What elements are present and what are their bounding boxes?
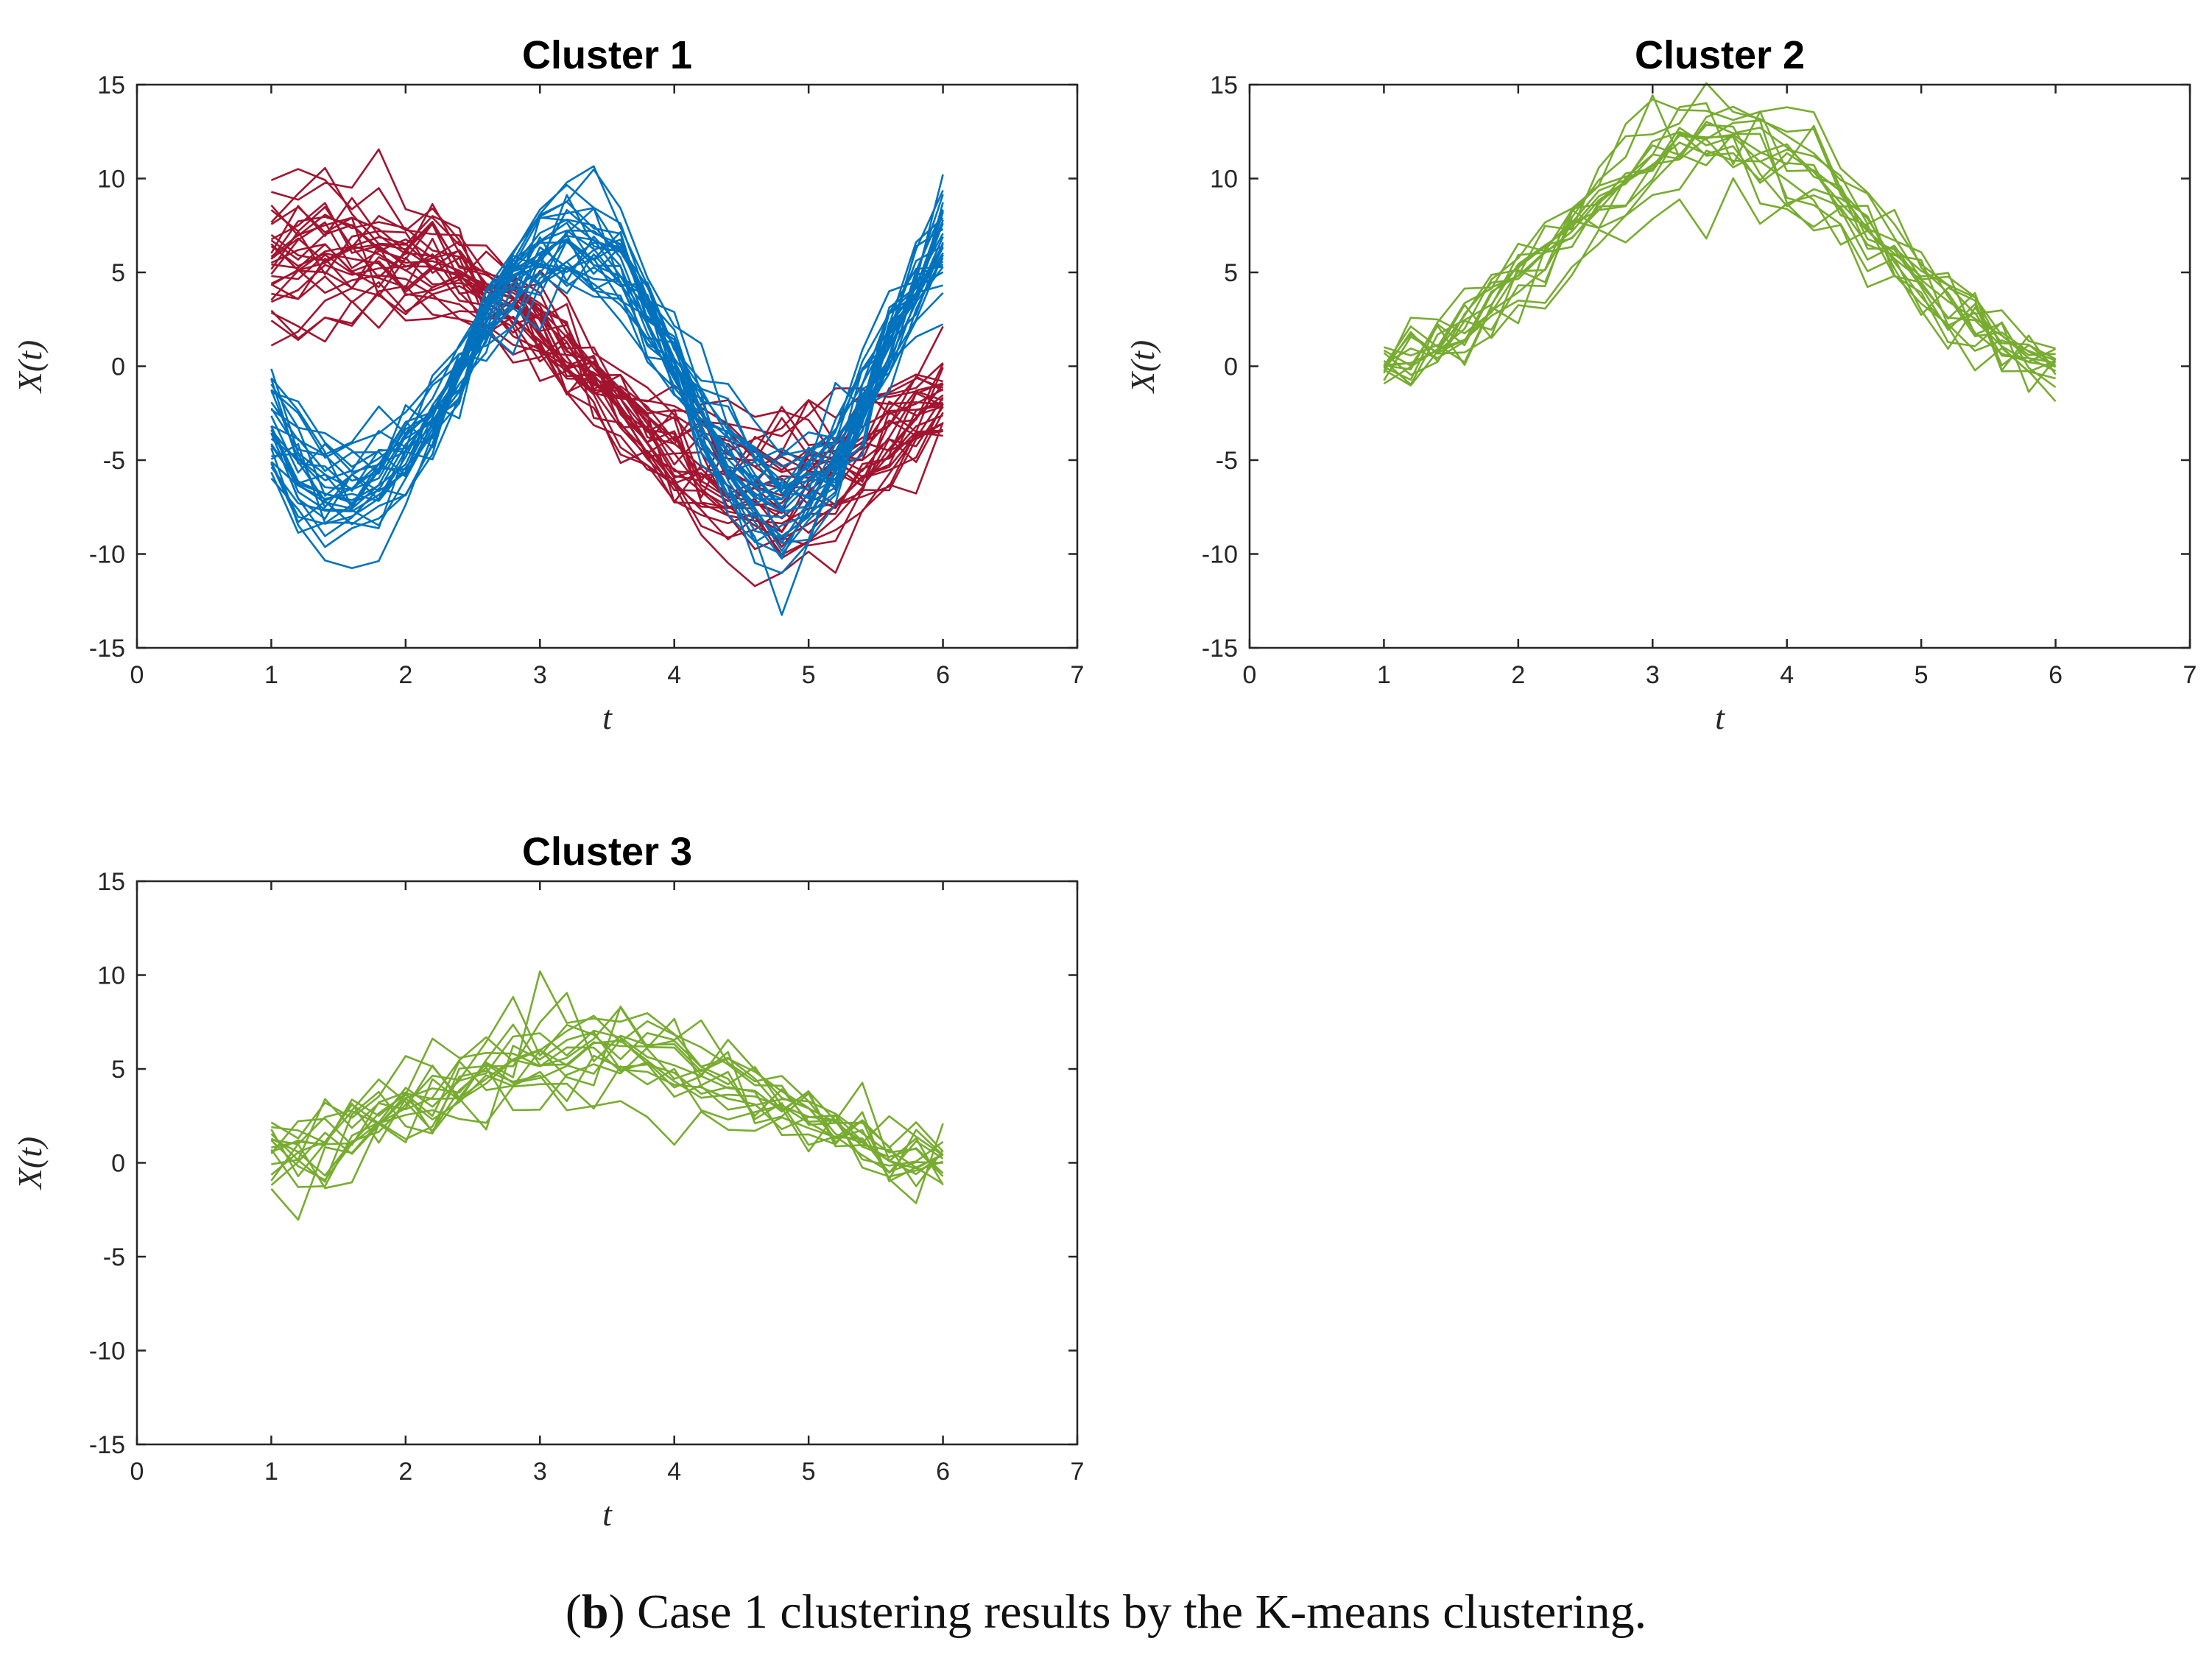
y-axis-label: X(t) — [1124, 340, 1161, 395]
x-tick-label: 7 — [1071, 661, 1085, 689]
series-line-D — [270, 1070, 944, 1188]
series-line-C — [1383, 98, 2056, 387]
series-line-C — [1384, 94, 2057, 367]
x-axis-label: t — [602, 1495, 613, 1533]
y-tick-label: -5 — [103, 1243, 125, 1271]
x-tick-label: 4 — [667, 1458, 681, 1486]
x-tick-label: 0 — [130, 661, 144, 689]
y-tick-label: -5 — [103, 447, 125, 475]
series-line-B — [270, 165, 944, 616]
y-tick-label: -15 — [1202, 635, 1238, 663]
y-tick-label: 5 — [111, 259, 125, 287]
x-tick-label: 1 — [264, 1458, 278, 1486]
caption-text: ) Case 1 clustering results by the K-mea… — [608, 1585, 1647, 1639]
series-line-B — [270, 236, 944, 543]
series-line-B — [270, 184, 944, 560]
y-tick-label: 5 — [111, 1056, 125, 1084]
series-line-D — [270, 1054, 944, 1182]
x-tick-label: 0 — [130, 1458, 144, 1486]
panel-cluster-3: 0 1 2 3 4 5 6 7 15 10 5 0 -5 -10 -15 Cluster 3 t X(t) — [11, 830, 1084, 1533]
y-axis-label: X(t) — [11, 340, 49, 395]
y-tick-label: 10 — [1210, 166, 1238, 194]
series-line-B — [270, 233, 944, 509]
x-tick-label: 2 — [1511, 661, 1525, 689]
series-line-C — [1383, 124, 2057, 403]
x-axis-label: t — [1715, 699, 1725, 736]
x-tick-label: 7 — [2183, 661, 2197, 689]
y-tick-label: 0 — [111, 353, 125, 381]
series-line-C — [1383, 133, 2056, 372]
series-line-A — [270, 275, 944, 587]
series-line-B — [270, 239, 944, 544]
panel-title: Cluster 3 — [522, 830, 692, 874]
x-tick-label: 2 — [398, 661, 412, 689]
series-line-C — [1384, 177, 2057, 389]
x-tick-label: 5 — [802, 1458, 816, 1486]
series-line-C — [1383, 133, 2057, 385]
x-tick-label: 3 — [1646, 661, 1660, 689]
x-tick-label: 6 — [936, 661, 950, 689]
y-tick-label: -10 — [1202, 541, 1238, 569]
series-line-A — [270, 293, 944, 560]
series-line-D — [270, 1031, 944, 1170]
x-tick-label: 1 — [264, 661, 278, 689]
series-line-D — [270, 992, 944, 1204]
series-line-B — [270, 238, 943, 513]
x-tick-label: 3 — [533, 1458, 547, 1486]
series-line-A — [271, 243, 944, 437]
series-line-C — [1384, 82, 2057, 373]
x-tick-label: 1 — [1377, 661, 1391, 689]
series-line-D — [271, 1038, 943, 1173]
y-axis-label: X(t) — [11, 1137, 49, 1191]
axes-box — [135, 83, 1079, 649]
y-tick-label: -10 — [89, 541, 125, 569]
series-line-C — [1383, 124, 2056, 367]
y-tick-label: 0 — [1224, 353, 1238, 381]
x-tick-label: 6 — [936, 1458, 950, 1486]
series-line-D — [270, 1040, 944, 1190]
series-line-C — [1383, 102, 2056, 381]
y-tick-label: -15 — [89, 1431, 125, 1459]
x-axis-label: t — [602, 699, 613, 736]
x-tick-label: 5 — [802, 661, 816, 689]
caption-letter: b — [581, 1585, 609, 1639]
y-tick-label: -15 — [89, 635, 125, 663]
x-tick-label: 5 — [1915, 661, 1929, 689]
series-line-D — [271, 1017, 944, 1157]
series-line-D — [271, 1014, 944, 1187]
series-line-B — [270, 257, 944, 467]
y-tick-label: 15 — [1210, 71, 1238, 99]
series-line-D — [270, 970, 944, 1176]
figure-caption: (b) Case 1 clustering results by the K-m… — [0, 1584, 2212, 1640]
x-tick-label: 7 — [1071, 1458, 1085, 1486]
series-line-B — [270, 247, 944, 482]
x-tick-label: 3 — [533, 661, 547, 689]
panel-cluster-2: 0 1 2 3 4 5 6 7 15 10 5 0 -5 -10 -15 Cluster 2 t X(t) — [1124, 33, 2197, 736]
y-tick-label: 15 — [97, 868, 125, 896]
panel-cluster-1: 0 1 2 3 4 5 6 7 15 10 5 0 -5 -10 -15 Cluster 1 t X(t) — [11, 33, 1084, 736]
x-tick-label: 4 — [1780, 661, 1794, 689]
y-tick-label: 10 — [97, 962, 125, 990]
series-line-B — [270, 209, 944, 544]
x-tick-label: 2 — [398, 1458, 412, 1486]
x-tick-label: 0 — [1243, 661, 1257, 689]
y-tick-label: 5 — [1224, 259, 1238, 287]
y-tick-label: 10 — [97, 166, 125, 194]
y-tick-label: -10 — [89, 1338, 125, 1366]
series-line-C — [1383, 149, 2057, 373]
caption-prefix: ( — [565, 1585, 582, 1639]
x-tick-label: 4 — [667, 661, 681, 689]
panel-title: Cluster 1 — [522, 33, 692, 77]
series-line-A — [270, 255, 944, 512]
series-line-C — [1383, 121, 2057, 393]
y-tick-label: -5 — [1216, 447, 1238, 475]
y-tick-label: 0 — [111, 1150, 125, 1178]
series-line-C — [1383, 119, 2057, 374]
series-line-A — [271, 275, 943, 459]
series-line-C — [1383, 131, 2056, 386]
panel-title: Cluster 2 — [1635, 33, 1805, 77]
y-tick-label: 15 — [97, 71, 125, 99]
x-tick-label: 6 — [2049, 661, 2063, 689]
